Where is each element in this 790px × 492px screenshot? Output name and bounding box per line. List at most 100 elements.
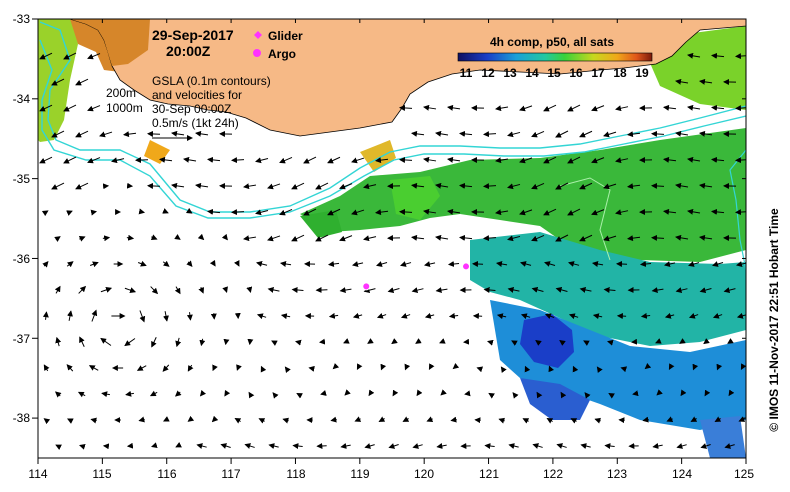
contour-label-200m: 200m xyxy=(106,86,136,100)
velocity-arrow xyxy=(279,261,292,267)
velocity-arrow xyxy=(495,209,509,216)
velocity-arrow xyxy=(543,156,557,164)
velocity-arrow xyxy=(699,182,713,189)
velocity-arrow xyxy=(663,156,677,163)
velocity-arrow xyxy=(291,234,305,242)
velocity-arrow xyxy=(376,312,387,319)
legend-argo: Argo xyxy=(253,47,296,61)
velocity-arrow xyxy=(67,418,74,424)
velocity-arrow xyxy=(343,338,350,344)
velocity-arrow xyxy=(268,443,279,449)
velocity-arrow xyxy=(688,312,699,319)
velocity-arrow xyxy=(171,130,185,137)
velocity-arrow xyxy=(699,130,713,137)
velocity-arrow xyxy=(162,364,170,372)
colorbar-tick-label: 12 xyxy=(481,66,495,80)
velocity-arrow xyxy=(54,285,61,294)
velocity-arrow xyxy=(187,364,194,372)
velocity-arrow xyxy=(43,418,51,425)
velocity-arrow xyxy=(139,310,146,323)
velocity-arrow xyxy=(272,392,279,399)
colorbar-title: 4h comp, p50, all sats xyxy=(490,35,614,49)
velocity-arrow xyxy=(380,363,387,371)
velocity-arrow xyxy=(656,389,663,396)
velocity-arrow xyxy=(615,105,629,112)
velocity-arrow xyxy=(655,338,662,344)
velocity-arrow xyxy=(280,313,291,320)
velocity-arrow xyxy=(580,443,591,449)
velocity-arrow xyxy=(579,182,593,190)
velocity-arrow xyxy=(604,443,615,450)
x-tick-label: 115 xyxy=(92,467,111,481)
velocity-arrow xyxy=(151,337,157,348)
velocity-arrow xyxy=(327,208,341,216)
velocity-arrow xyxy=(150,286,159,295)
velocity-arrow xyxy=(330,416,337,423)
sst-field xyxy=(38,19,746,458)
velocity-arrow xyxy=(519,209,533,216)
velocity-arrow xyxy=(267,286,280,293)
velocity-arrow xyxy=(426,416,434,422)
velocity-arrow xyxy=(399,156,413,163)
velocity-arrow xyxy=(447,261,460,267)
velocity-arrow xyxy=(171,182,185,189)
velocity-arrow xyxy=(663,261,676,267)
velocity-arrow xyxy=(483,131,497,138)
velocity-arrow xyxy=(435,287,448,294)
velocity-arrow xyxy=(368,389,375,397)
velocity-arrow xyxy=(546,418,554,424)
velocity-arrow xyxy=(608,392,615,399)
contour-label-1000m: 1000m xyxy=(106,101,143,115)
velocity-arrow xyxy=(375,209,389,216)
velocity-arrow xyxy=(411,130,425,137)
velocity-arrow xyxy=(627,235,641,242)
velocity-arrow xyxy=(51,182,65,190)
velocity-arrow xyxy=(339,183,353,190)
argo-floats xyxy=(362,262,471,291)
x-tick-label: 119 xyxy=(350,467,369,481)
y-tick-label: -33 xyxy=(13,12,31,26)
gsla-line: 0.5m/s (1kt 24h) xyxy=(152,116,239,130)
sst-cold-east xyxy=(700,416,746,458)
velocity-arrow xyxy=(735,105,746,112)
velocity-arrow xyxy=(327,156,341,164)
velocity-arrow xyxy=(400,261,412,267)
velocity-arrow xyxy=(399,208,413,215)
velocity-arrow xyxy=(675,130,689,137)
velocity-arrow xyxy=(591,209,605,216)
velocity-arrow xyxy=(102,235,111,242)
contour-eastern-slope xyxy=(729,149,746,271)
velocity-arrow xyxy=(54,391,62,398)
velocity-arrow xyxy=(243,235,257,242)
velocity-arrow xyxy=(375,157,389,164)
velocity-arrow xyxy=(568,313,579,320)
velocity-arrow xyxy=(524,365,531,373)
velocity-arrow xyxy=(603,235,617,242)
velocity-arrow xyxy=(352,312,363,319)
velocity-arrow xyxy=(39,104,53,112)
velocity-arrow xyxy=(512,392,519,399)
velocity-arrow xyxy=(639,261,652,267)
velocity-arrow xyxy=(351,209,365,216)
velocity-arrow xyxy=(508,443,519,449)
velocity-arrow xyxy=(399,104,413,111)
velocity-arrow xyxy=(378,416,386,422)
argo-float-marker xyxy=(462,262,471,271)
velocity-arrow xyxy=(284,366,291,373)
velocity-arrow xyxy=(519,157,533,164)
velocity-arrow xyxy=(196,443,207,449)
velocity-arrow xyxy=(440,389,447,396)
sst-land-overlay-west xyxy=(70,19,150,66)
velocity-arrow xyxy=(496,313,507,320)
velocity-arrow xyxy=(666,416,674,422)
velocity-arrow xyxy=(531,182,545,190)
velocity-arrow xyxy=(248,391,255,399)
velocity-arrow xyxy=(559,339,566,346)
sst-green-shelf xyxy=(300,128,746,262)
velocity-arrow xyxy=(101,391,110,398)
velocity-arrow xyxy=(224,389,231,397)
velocity-arrow xyxy=(579,130,593,138)
velocity-arrow xyxy=(668,363,675,370)
velocity-arrow xyxy=(498,417,506,424)
velocity-arrow xyxy=(79,336,85,347)
